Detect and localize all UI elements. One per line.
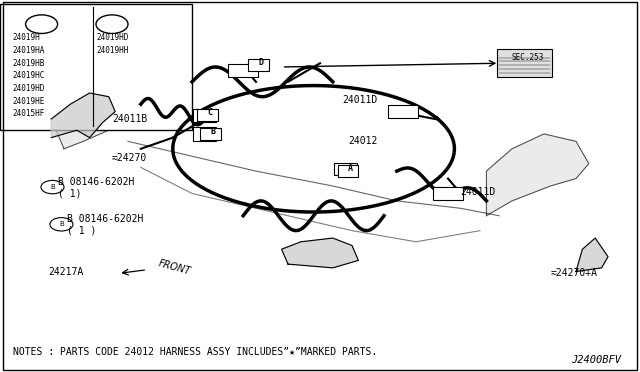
FancyBboxPatch shape xyxy=(197,109,218,121)
Text: 24217A: 24217A xyxy=(48,267,83,276)
FancyBboxPatch shape xyxy=(0,4,192,130)
FancyBboxPatch shape xyxy=(338,165,358,177)
Text: 24012: 24012 xyxy=(349,137,378,146)
FancyBboxPatch shape xyxy=(388,105,418,118)
Text: 24019H: 24019H xyxy=(13,33,40,42)
Text: B: B xyxy=(50,184,55,190)
Text: 24019HD: 24019HD xyxy=(13,84,45,93)
Text: 24015HF: 24015HF xyxy=(13,109,45,118)
FancyBboxPatch shape xyxy=(200,128,221,140)
Text: 24019HC: 24019HC xyxy=(13,71,45,80)
Text: J2400BFV: J2400BFV xyxy=(571,355,621,365)
Text: A: A xyxy=(348,164,353,173)
Text: B 08146-6202H
( 1): B 08146-6202H ( 1) xyxy=(58,177,134,199)
Text: 24019HH: 24019HH xyxy=(96,46,129,55)
FancyBboxPatch shape xyxy=(228,64,258,77)
Text: 24019HA: 24019HA xyxy=(13,46,45,55)
Text: FRONT: FRONT xyxy=(157,258,191,276)
FancyBboxPatch shape xyxy=(193,109,216,122)
Text: B: B xyxy=(211,126,216,135)
FancyBboxPatch shape xyxy=(433,187,463,200)
FancyBboxPatch shape xyxy=(193,127,216,141)
Text: NOTES : PARTS CODE 24012 HARNESS ASSY INCLUDES”★”MARKED PARTS.: NOTES : PARTS CODE 24012 HARNESS ASSY IN… xyxy=(13,347,377,357)
Text: ≂24270+A: ≂24270+A xyxy=(550,269,597,278)
Text: 24011B: 24011B xyxy=(112,114,147,124)
Text: C: C xyxy=(207,108,212,117)
Text: D: D xyxy=(259,58,264,67)
FancyBboxPatch shape xyxy=(248,59,269,71)
FancyBboxPatch shape xyxy=(497,49,552,77)
Text: B: B xyxy=(59,221,64,227)
FancyBboxPatch shape xyxy=(334,164,357,175)
Text: 24019HD: 24019HD xyxy=(96,33,129,42)
Polygon shape xyxy=(51,93,115,138)
Polygon shape xyxy=(486,134,589,216)
Text: ≂24270: ≂24270 xyxy=(112,153,147,163)
Text: 24011D: 24011D xyxy=(342,96,378,105)
Text: SEC.253: SEC.253 xyxy=(512,52,545,61)
Polygon shape xyxy=(576,238,608,272)
Text: B 08146-6202H
( 1 ): B 08146-6202H ( 1 ) xyxy=(67,214,143,236)
Text: 24019HE: 24019HE xyxy=(13,97,45,106)
Text: 24011D: 24011D xyxy=(461,187,496,196)
Text: 24019HB: 24019HB xyxy=(13,59,45,68)
Polygon shape xyxy=(282,238,358,268)
Polygon shape xyxy=(51,74,147,149)
